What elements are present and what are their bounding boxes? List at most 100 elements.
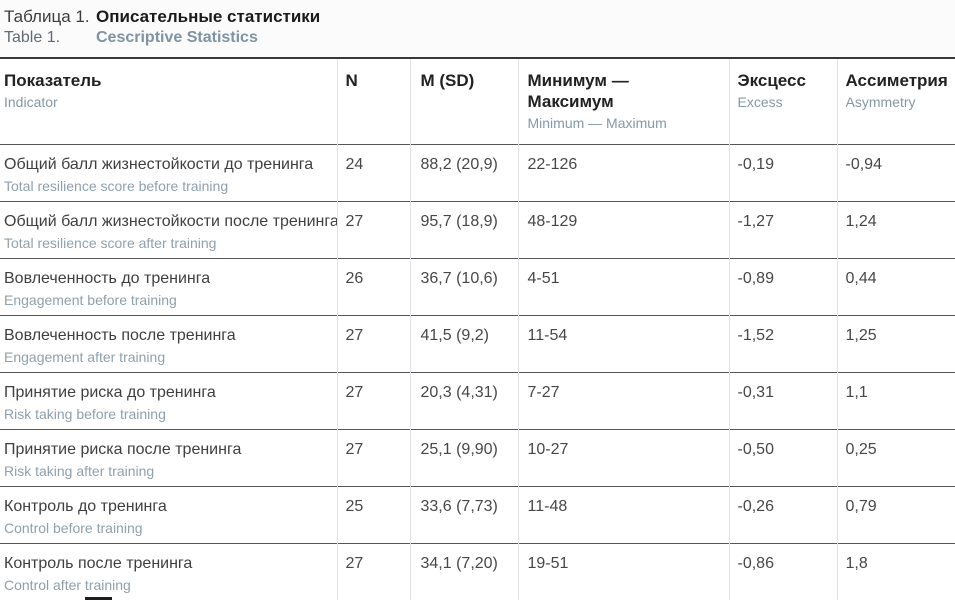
indicator-en: Risk taking before training [4, 405, 166, 422]
min-max-cell: 4-51 [517, 258, 729, 315]
n-cell: 27 [336, 201, 410, 258]
n-value: 27 [345, 554, 364, 572]
table-row: Принятие риска после тренинга Risk takin… [0, 429, 955, 486]
min-max-cell: 22-126 [517, 144, 729, 201]
excess-value: -0,31 [737, 383, 774, 401]
column-header-asymmetry: Ассиметрия Asymmetry [836, 58, 955, 144]
m-sd-value: 95,7 (18,9) [420, 212, 498, 230]
column-header-excess-ru: Эксцесс [737, 71, 806, 90]
excess-cell: -0,19 [728, 144, 837, 201]
column-header-asymmetry-ru: Ассиметрия [845, 71, 948, 90]
indicator-cell: Вовлеченность до тренинга Engagement bef… [0, 258, 337, 315]
n-value: 26 [345, 269, 364, 287]
n-value: 24 [345, 155, 364, 173]
asymmetry-value: 0,79 [845, 497, 877, 515]
m-sd-value: 25,1 (9,90) [420, 440, 498, 458]
excess-value: -0,50 [737, 440, 774, 458]
column-header-indicator-ru: Показатель [4, 71, 102, 90]
m-sd-value: 36,7 (10,6) [420, 269, 498, 287]
indicator-en: Engagement after training [4, 348, 166, 365]
asymmetry-cell: 0,25 [836, 429, 955, 486]
asymmetry-value: 1,1 [845, 383, 868, 401]
table-row: Общий балл жизнестойкости после тренинга… [0, 201, 955, 258]
asymmetry-value: -0,94 [845, 155, 882, 173]
cropped-content-artifact [85, 597, 112, 600]
indicator-ru: Вовлеченность до тренинга [4, 269, 211, 287]
m-sd-cell: 20,3 (4,31) [409, 372, 518, 429]
column-header-min-max-ru: Минимум — Максимум [527, 71, 629, 111]
m-sd-cell: 33,6 (7,73) [409, 486, 518, 543]
column-header-asymmetry-en: Asymmetry [845, 94, 916, 110]
table-row: Контроль до тренинга Control before trai… [0, 486, 955, 543]
n-cell: 27 [336, 429, 410, 486]
asymmetry-value: 0,25 [845, 440, 877, 458]
table-caption-title-ru: Описательные статистики [96, 7, 321, 26]
indicator-ru: Общий балл жизнестойкости до тренинга [4, 155, 314, 173]
indicator-cell: Принятие риска после тренинга Risk takin… [0, 429, 337, 486]
table-caption-title-en: Cescriptive Statistics [96, 29, 258, 46]
indicator-en: Control before training [4, 519, 143, 536]
column-header-min-max-en: Minimum — Maximum [527, 115, 667, 131]
excess-cell: -0,26 [728, 486, 837, 543]
min-max-cell: 48-129 [517, 201, 729, 258]
indicator-cell: Вовлеченность после тренинга Engagement … [0, 315, 337, 372]
indicator-cell: Контроль до тренинга Control before trai… [0, 486, 337, 543]
min-max-cell: 11-48 [517, 486, 729, 543]
asymmetry-value: 1,24 [845, 212, 877, 230]
column-header-m-sd: M (SD) [409, 58, 518, 144]
column-header-indicator: Показатель Indicator [0, 58, 337, 144]
table-caption-label-en: Table 1. [4, 29, 61, 46]
m-sd-value: 41,5 (9,2) [420, 326, 489, 344]
indicator-en: Control after training [4, 576, 131, 593]
m-sd-cell: 25,1 (9,90) [409, 429, 518, 486]
excess-cell: -0,86 [728, 543, 837, 600]
excess-value: -0,86 [737, 554, 774, 572]
indicator-ru: Вовлеченность после тренинга [4, 326, 236, 344]
excess-value: -1,27 [737, 212, 774, 230]
excess-cell: -0,50 [728, 429, 837, 486]
column-header-excess: Эксцесс Excess [728, 58, 837, 144]
column-header-m-sd-label: M (SD) [420, 71, 475, 90]
m-sd-value: 88,2 (20,9) [420, 155, 498, 173]
table-header: Показатель Indicator N M (SD) Минимум — … [0, 58, 955, 144]
table-row: Принятие риска до тренинга Risk taking b… [0, 372, 955, 429]
m-sd-value: 34,1 (7,20) [420, 554, 498, 572]
m-sd-value: 33,6 (7,73) [420, 497, 498, 515]
indicator-en: Total resilience score after training [4, 234, 217, 251]
min-max-cell: 7-27 [517, 372, 729, 429]
table-row: Вовлеченность после тренинга Engagement … [0, 315, 955, 372]
min-max-value: 11-54 [527, 326, 568, 344]
asymmetry-cell: 0,44 [836, 258, 955, 315]
table-row: Контроль после тренинга Control after tr… [0, 543, 955, 600]
n-value: 25 [345, 497, 364, 515]
excess-value: -0,89 [737, 269, 774, 287]
excess-value: -0,19 [737, 155, 774, 173]
n-cell: 24 [336, 144, 410, 201]
m-sd-cell: 36,7 (10,6) [409, 258, 518, 315]
min-max-value: 11-48 [527, 497, 568, 515]
indicator-en: Total resilience score before training [4, 177, 229, 194]
m-sd-cell: 34,1 (7,20) [409, 543, 518, 600]
indicator-ru: Контроль после тренинга [4, 554, 193, 572]
n-value: 27 [345, 212, 364, 230]
table-caption: Таблица 1. Описательные статистики Table… [0, 0, 955, 57]
header-row: Показатель Indicator N M (SD) Минимум — … [0, 58, 955, 144]
n-value: 27 [345, 440, 364, 458]
asymmetry-cell: 1,24 [836, 201, 955, 258]
min-max-value: 7-27 [527, 383, 560, 401]
asymmetry-cell: 1,8 [836, 543, 955, 600]
min-max-value: 22-126 [527, 155, 578, 173]
asymmetry-cell: 1,25 [836, 315, 955, 372]
min-max-value: 19-51 [527, 554, 569, 572]
asymmetry-value: 1,8 [845, 554, 868, 572]
excess-value: -1,52 [737, 326, 774, 344]
column-header-indicator-en: Indicator [4, 94, 58, 110]
min-max-cell: 10-27 [517, 429, 729, 486]
indicator-ru: Принятие риска после тренинга [4, 440, 242, 458]
m-sd-cell: 95,7 (18,9) [409, 201, 518, 258]
asymmetry-cell: 0,79 [836, 486, 955, 543]
indicator-cell: Контроль после тренинга Control after tr… [0, 543, 337, 600]
min-max-cell: 19-51 [517, 543, 729, 600]
min-max-cell: 11-54 [517, 315, 729, 372]
